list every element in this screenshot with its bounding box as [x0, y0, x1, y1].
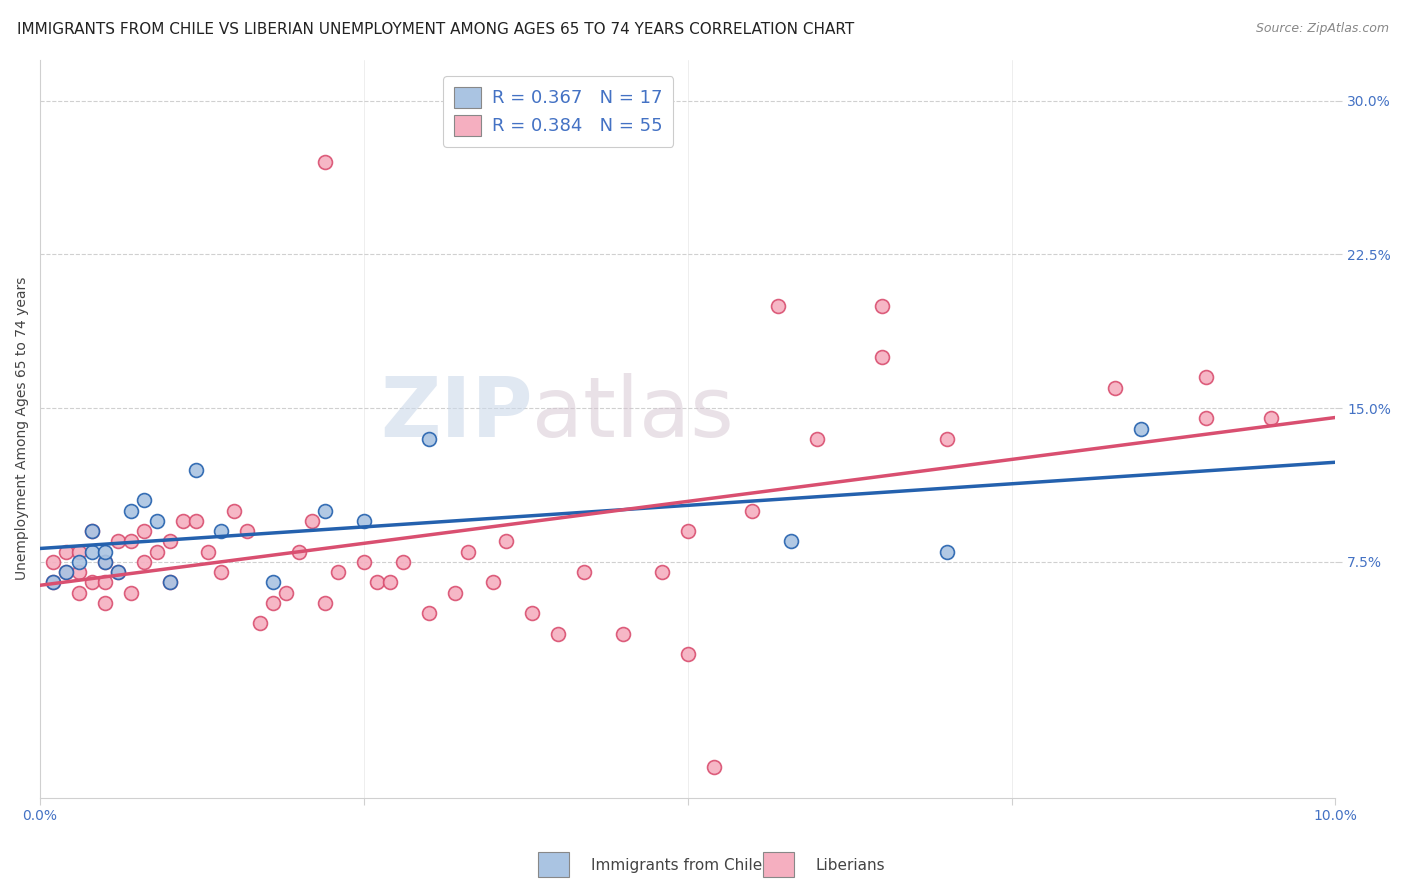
Point — [276, 585, 298, 599]
Point — [288, 544, 311, 558]
Point — [107, 565, 129, 579]
Point — [107, 534, 129, 549]
Point — [572, 565, 595, 579]
Point — [132, 555, 155, 569]
Point — [145, 544, 167, 558]
Point — [391, 555, 413, 569]
Text: IMMIGRANTS FROM CHILE VS LIBERIAN UNEMPLOYMENT AMONG AGES 65 TO 74 YEARS CORRELA: IMMIGRANTS FROM CHILE VS LIBERIAN UNEMPL… — [17, 22, 853, 37]
Point — [870, 299, 893, 313]
Point — [418, 432, 440, 446]
Text: Immigrants from Chile: Immigrants from Chile — [591, 858, 762, 872]
Point — [67, 565, 90, 579]
Point — [1130, 422, 1153, 436]
Point — [120, 503, 142, 517]
Point — [94, 555, 117, 569]
Point — [353, 514, 375, 528]
Point — [80, 575, 103, 590]
Point — [80, 544, 103, 558]
Point — [262, 596, 284, 610]
Point — [547, 626, 569, 640]
Legend: R = 0.367   N = 17, R = 0.384   N = 55: R = 0.367 N = 17, R = 0.384 N = 55 — [443, 76, 673, 146]
Point — [120, 585, 142, 599]
Point — [80, 524, 103, 538]
Point — [67, 544, 90, 558]
Point — [184, 463, 207, 477]
Point — [768, 299, 790, 313]
Point — [935, 432, 957, 446]
Point — [262, 575, 284, 590]
Point — [94, 555, 117, 569]
Point — [1195, 370, 1218, 384]
Point — [172, 514, 194, 528]
Point — [132, 493, 155, 508]
Text: ZIP: ZIP — [380, 374, 533, 454]
Point — [366, 575, 388, 590]
Point — [314, 503, 336, 517]
Point — [741, 503, 763, 517]
Point — [236, 524, 259, 538]
Text: Source: ZipAtlas.com: Source: ZipAtlas.com — [1256, 22, 1389, 36]
Point — [224, 503, 246, 517]
Point — [94, 575, 117, 590]
Point — [42, 555, 65, 569]
Point — [132, 524, 155, 538]
Point — [67, 555, 90, 569]
Point — [353, 555, 375, 569]
Point — [55, 565, 77, 579]
Point — [197, 544, 219, 558]
Point — [55, 565, 77, 579]
Point — [522, 606, 544, 620]
Point — [80, 524, 103, 538]
Y-axis label: Unemployment Among Ages 65 to 74 years: Unemployment Among Ages 65 to 74 years — [15, 277, 30, 581]
Point — [94, 596, 117, 610]
Point — [703, 760, 725, 774]
Point — [612, 626, 634, 640]
Point — [870, 350, 893, 364]
Point — [651, 565, 673, 579]
Point — [42, 575, 65, 590]
Point — [314, 155, 336, 169]
Point — [482, 575, 505, 590]
Point — [1260, 411, 1282, 425]
Point — [209, 524, 232, 538]
Point — [495, 534, 517, 549]
Text: atlas: atlas — [533, 374, 734, 454]
Point — [1195, 411, 1218, 425]
Point — [1104, 381, 1126, 395]
Point — [42, 575, 65, 590]
Point — [676, 647, 699, 661]
Point — [314, 596, 336, 610]
Point — [145, 514, 167, 528]
Point — [184, 514, 207, 528]
Point — [249, 616, 271, 631]
Point — [806, 432, 828, 446]
Point — [301, 514, 323, 528]
Point — [67, 585, 90, 599]
Point — [159, 534, 181, 549]
Point — [457, 544, 479, 558]
Point — [443, 585, 465, 599]
Point — [780, 534, 803, 549]
Point — [159, 575, 181, 590]
Point — [209, 565, 232, 579]
Text: Liberians: Liberians — [815, 858, 886, 872]
Point — [120, 534, 142, 549]
Point — [55, 544, 77, 558]
Point — [159, 575, 181, 590]
Point — [418, 606, 440, 620]
Point — [378, 575, 401, 590]
Point — [676, 524, 699, 538]
Point — [107, 565, 129, 579]
Point — [326, 565, 349, 579]
Point — [935, 544, 957, 558]
Point — [94, 544, 117, 558]
